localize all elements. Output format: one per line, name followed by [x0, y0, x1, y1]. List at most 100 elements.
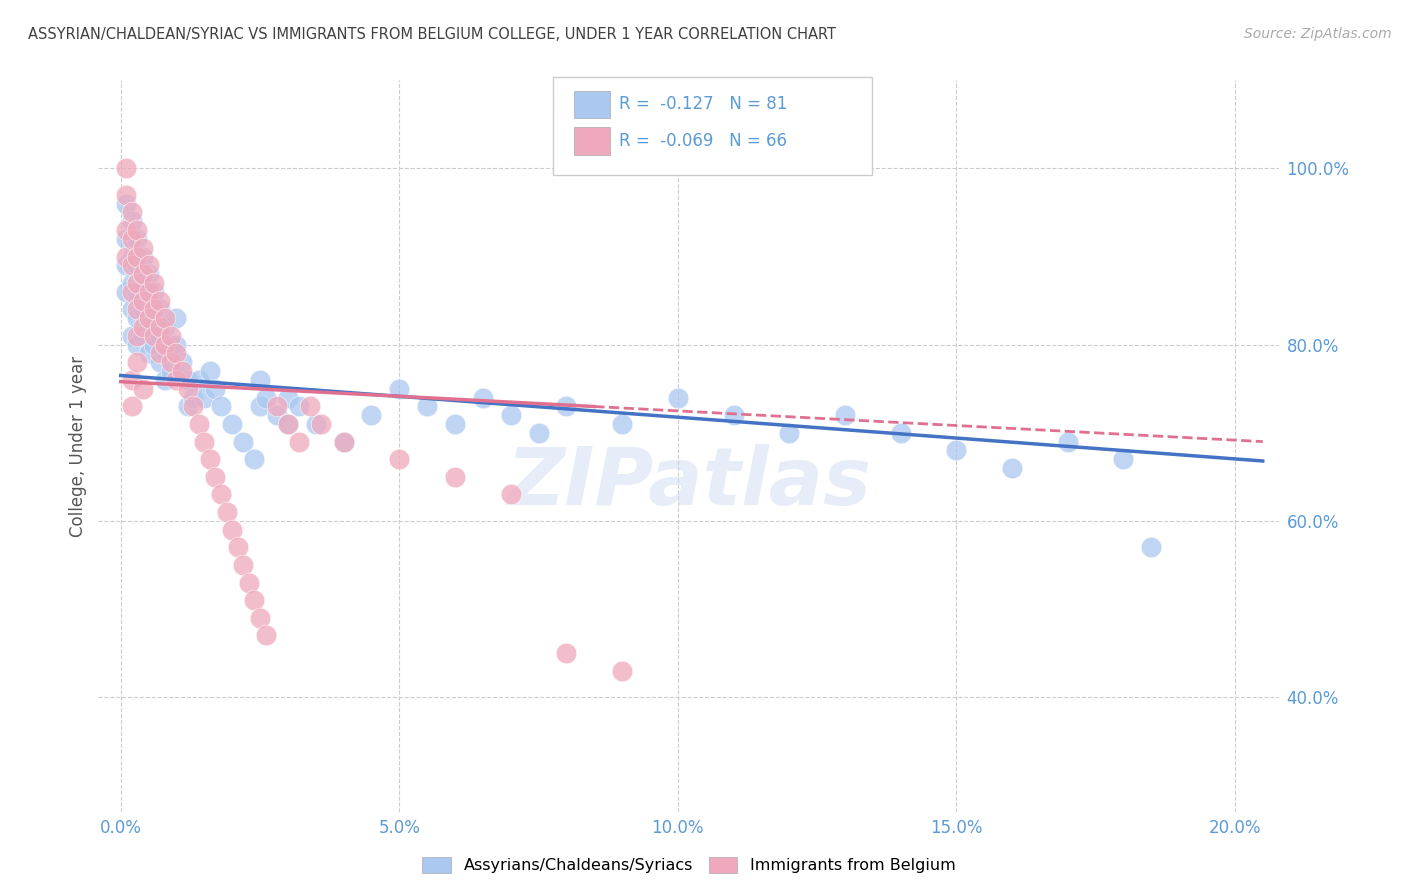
Y-axis label: College, Under 1 year: College, Under 1 year	[69, 355, 87, 537]
Point	[444, 470, 467, 484]
Point	[115, 285, 138, 299]
Point	[666, 391, 689, 405]
Point	[288, 434, 311, 449]
Point	[181, 391, 204, 405]
Point	[115, 187, 138, 202]
Point	[132, 276, 155, 290]
Point	[132, 293, 155, 308]
Text: Source: ZipAtlas.com: Source: ZipAtlas.com	[1244, 27, 1392, 41]
Point	[127, 302, 149, 317]
Point	[127, 285, 149, 299]
Point	[277, 391, 299, 405]
Point	[305, 417, 328, 431]
Point	[444, 417, 467, 431]
Point	[115, 258, 138, 272]
Text: ASSYRIAN/CHALDEAN/SYRIAC VS IMMIGRANTS FROM BELGIUM COLLEGE, UNDER 1 YEAR CORREL: ASSYRIAN/CHALDEAN/SYRIAC VS IMMIGRANTS F…	[28, 27, 837, 42]
Point	[149, 355, 172, 369]
Point	[143, 329, 166, 343]
Point	[155, 337, 177, 351]
Point	[221, 417, 243, 431]
Point	[121, 329, 143, 343]
Point	[1056, 434, 1078, 449]
Point	[165, 346, 187, 360]
Point	[610, 664, 633, 678]
Point	[115, 250, 138, 264]
Point	[332, 434, 354, 449]
Point	[238, 575, 260, 590]
Point	[1001, 461, 1024, 475]
Point	[138, 293, 160, 308]
Point	[121, 373, 143, 387]
Point	[138, 346, 160, 360]
Point	[138, 285, 160, 299]
Point	[388, 452, 411, 467]
Point	[198, 452, 221, 467]
Point	[115, 232, 138, 246]
Point	[143, 285, 166, 299]
Point	[249, 611, 271, 625]
Point	[176, 382, 198, 396]
Point	[193, 434, 215, 449]
Point	[176, 373, 198, 387]
Point	[834, 408, 856, 422]
Point	[138, 320, 160, 334]
Point	[221, 523, 243, 537]
Point	[1140, 541, 1163, 555]
Point	[115, 223, 138, 237]
Point	[254, 628, 277, 642]
Point	[527, 425, 550, 440]
Point	[243, 593, 266, 607]
FancyBboxPatch shape	[575, 127, 610, 155]
Point	[187, 417, 209, 431]
Point	[138, 258, 160, 272]
Point	[266, 408, 288, 422]
Point	[160, 355, 183, 369]
Point	[277, 417, 299, 431]
Point	[160, 337, 183, 351]
Point	[149, 329, 172, 343]
Point	[121, 400, 143, 414]
Point	[204, 382, 226, 396]
Point	[499, 408, 522, 422]
Point	[288, 400, 311, 414]
Point	[388, 382, 411, 396]
Point	[187, 373, 209, 387]
Point	[127, 355, 149, 369]
Point	[132, 250, 155, 264]
Point	[555, 400, 578, 414]
Point	[138, 267, 160, 281]
Point	[198, 364, 221, 378]
Point	[165, 311, 187, 326]
Point	[160, 364, 183, 378]
Point	[127, 258, 149, 272]
Point	[249, 373, 271, 387]
Point	[160, 329, 183, 343]
Point	[121, 214, 143, 228]
Point	[127, 311, 149, 326]
Point	[121, 285, 143, 299]
Point	[215, 505, 238, 519]
Point	[499, 487, 522, 501]
Point	[121, 302, 143, 317]
Point	[143, 337, 166, 351]
Point	[132, 302, 155, 317]
Point	[332, 434, 354, 449]
Point	[132, 320, 155, 334]
Legend: Assyrians/Chaldeans/Syriacs, Immigrants from Belgium: Assyrians/Chaldeans/Syriacs, Immigrants …	[416, 850, 962, 880]
Point	[254, 391, 277, 405]
Point	[1112, 452, 1135, 467]
Text: R =  -0.069   N = 66: R = -0.069 N = 66	[619, 132, 787, 150]
Point	[176, 400, 198, 414]
Point	[132, 241, 155, 255]
Point	[121, 250, 143, 264]
Point	[165, 337, 187, 351]
Point	[193, 391, 215, 405]
Point	[127, 250, 149, 264]
Point	[121, 205, 143, 219]
Point	[471, 391, 494, 405]
Point	[209, 400, 232, 414]
Point	[170, 364, 193, 378]
Point	[149, 346, 172, 360]
Point	[243, 452, 266, 467]
Point	[945, 443, 967, 458]
